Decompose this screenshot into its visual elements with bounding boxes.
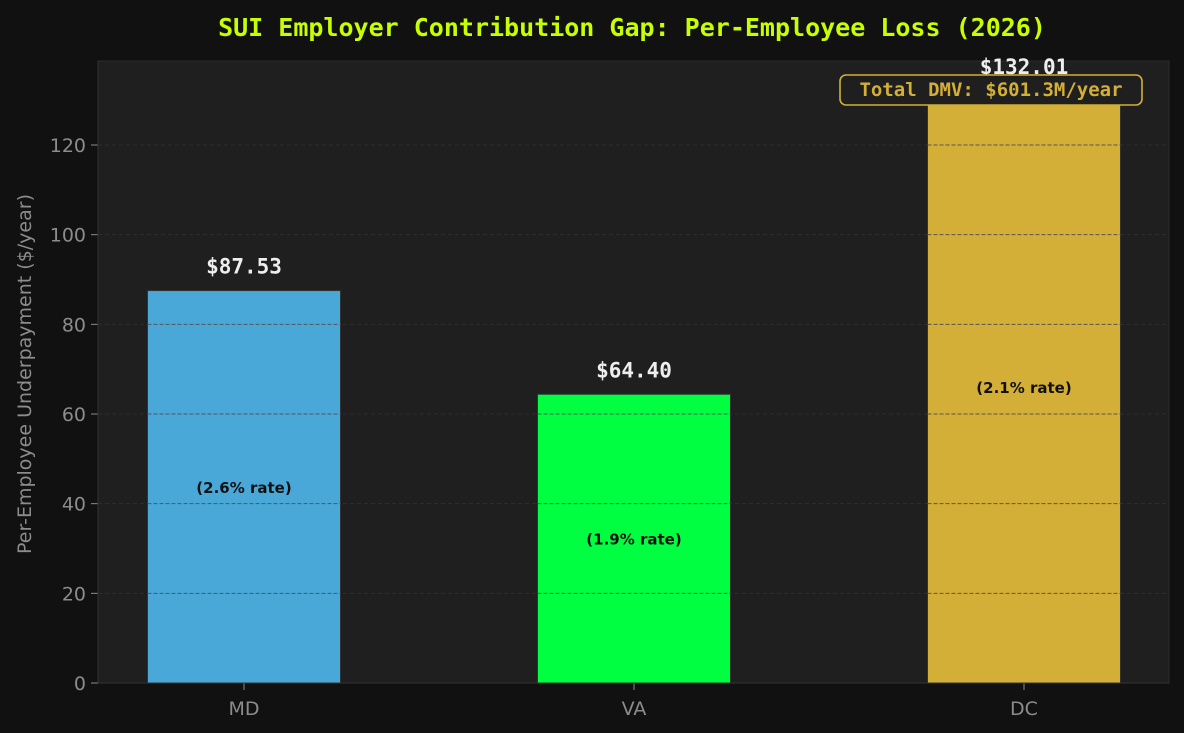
- rate-label: (2.6% rate): [196, 479, 291, 497]
- y-tick-label: 80: [62, 314, 86, 336]
- total-annotation: Total DMV: $601.3M/year: [839, 74, 1143, 106]
- y-tick-label: 40: [62, 494, 86, 516]
- x-tick-label: VA: [622, 698, 647, 720]
- x-tick-label: DC: [1010, 698, 1038, 720]
- total-annotation-box: [839, 74, 1143, 106]
- x-tick-label: MD: [228, 698, 259, 720]
- bar-labels: $87.53(2.6% rate)$64.40(1.9% rate)$132.0…: [196, 55, 1071, 548]
- value-label: $87.53: [206, 255, 282, 279]
- rate-label: (2.1% rate): [976, 379, 1071, 397]
- rate-label: (1.9% rate): [586, 531, 681, 549]
- y-tick-label: 0: [74, 673, 86, 695]
- bar-md: [147, 290, 341, 684]
- y-tick-label: 100: [50, 225, 86, 247]
- y-tick-label: 20: [62, 583, 86, 605]
- axes: 0 20 40 60 80 100 120 MD VA DC: [50, 61, 1169, 720]
- bars: [147, 90, 1121, 684]
- total-annotation-text: Total DMV: $601.3M/year: [859, 79, 1122, 101]
- bar-dc: [927, 90, 1121, 684]
- y-tick-label: 120: [50, 135, 86, 157]
- y-tick-label: 60: [62, 404, 86, 426]
- value-label: $64.40: [596, 358, 672, 382]
- bar-gridlines: [147, 144, 1121, 594]
- y-axis-label: Per-Employee Underpayment ($/year): [14, 194, 36, 554]
- chart-title: SUI Employer Contribution Gap: Per-Emplo…: [218, 13, 1046, 42]
